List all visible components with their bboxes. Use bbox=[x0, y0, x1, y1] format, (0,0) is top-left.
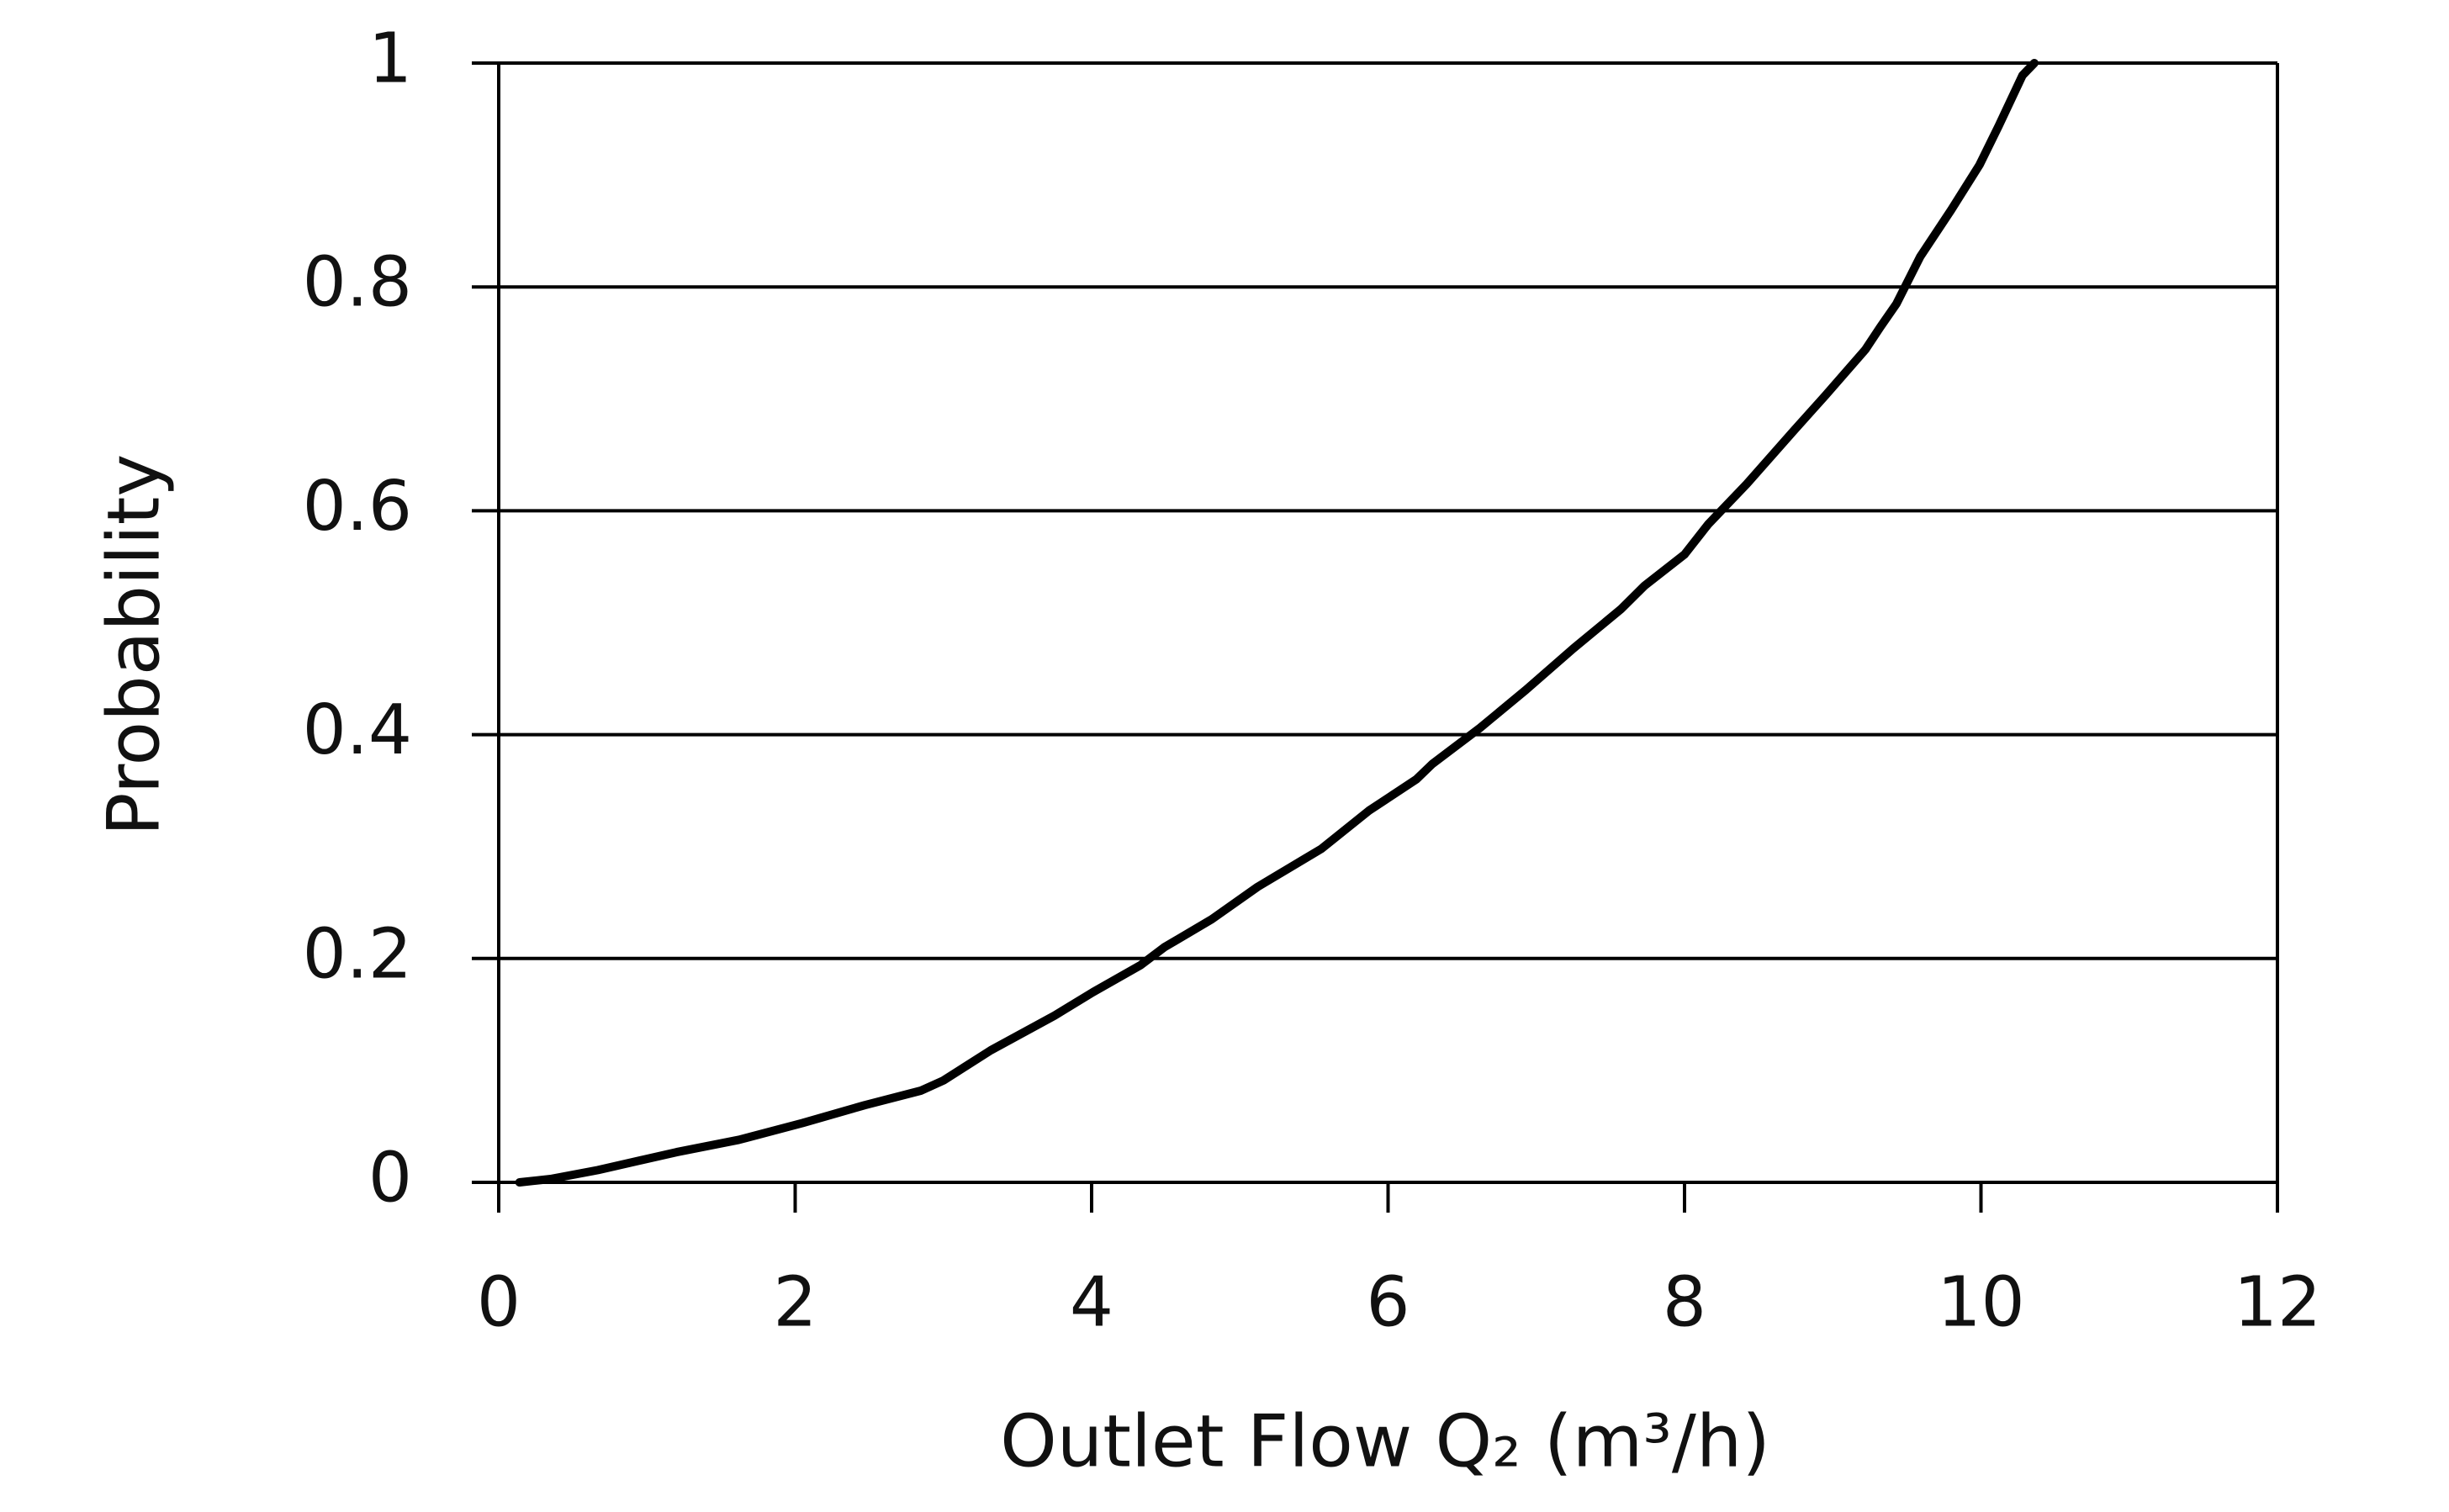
y-tick-label: 0.2 bbox=[303, 914, 412, 994]
y-tick-label: 0.6 bbox=[303, 467, 412, 547]
x-axis-title: Outlet Flow Q₂ (m³/h) bbox=[1000, 1399, 1770, 1483]
x-tick-label: 8 bbox=[1663, 1262, 1706, 1342]
x-tick-label: 2 bbox=[773, 1262, 817, 1342]
y-tick-label: 0 bbox=[368, 1138, 412, 1218]
y-tick-label: 0.4 bbox=[303, 690, 412, 770]
x-tick-label: 4 bbox=[1070, 1262, 1113, 1342]
y-tick-label: 1 bbox=[368, 19, 412, 98]
x-tick-label: 6 bbox=[1366, 1262, 1410, 1342]
x-tick-label: 0 bbox=[477, 1262, 521, 1342]
x-tick-label: 10 bbox=[1937, 1262, 2024, 1342]
x-tick-label: 12 bbox=[2234, 1262, 2321, 1342]
data-line bbox=[515, 59, 2039, 1187]
y-tick-label: 0.8 bbox=[303, 243, 412, 323]
y-axis-title: Probability bbox=[92, 454, 176, 837]
